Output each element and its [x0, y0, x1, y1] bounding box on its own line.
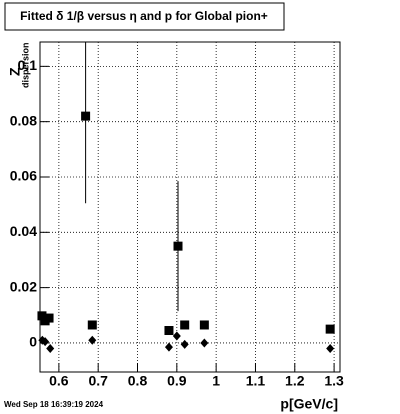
- data-point: [87, 320, 97, 330]
- data-point: [172, 331, 181, 341]
- data-point: [81, 111, 91, 121]
- y-tick-label: 0.02: [10, 278, 37, 294]
- y-axis-label-sub: dispersion: [20, 42, 30, 88]
- x-tick-label: 1.3: [324, 373, 344, 389]
- x-tick-label: 1.1: [246, 373, 266, 389]
- y-tick-label: 0: [29, 334, 37, 350]
- y-axis-label: Z dispersion: [7, 42, 31, 88]
- data-point: [180, 320, 190, 330]
- x-tick-label: 1: [212, 373, 220, 389]
- data-point: [199, 320, 209, 330]
- data-point: [41, 337, 50, 347]
- data-point: [164, 326, 174, 336]
- data-point: [200, 338, 209, 348]
- title-box: [4, 2, 285, 31]
- data-point: [325, 324, 335, 334]
- data-point: [88, 335, 97, 345]
- data-point: [180, 339, 189, 349]
- y-tick-label: 0.04: [10, 223, 37, 239]
- x-tick-label: 0.6: [49, 373, 69, 389]
- data-point: [46, 343, 55, 353]
- x-axis-label: p[GeV/c]: [280, 396, 338, 412]
- y-tick-label: 0.06: [10, 168, 37, 184]
- x-tick-label: 0.7: [88, 373, 108, 389]
- y-axis-label-main: Z: [7, 67, 23, 76]
- data-point: [173, 241, 183, 251]
- timestamp: Wed Sep 18 16:39:19 2024: [4, 400, 104, 409]
- x-tick-label: 0.9: [167, 373, 187, 389]
- y-tick-label: 0.08: [10, 112, 37, 128]
- plot-frame: [39, 41, 341, 373]
- x-tick-label: 1.2: [285, 373, 305, 389]
- data-point: [326, 343, 335, 353]
- data-point: [44, 313, 54, 323]
- data-point: [37, 311, 47, 321]
- data-point: [164, 342, 173, 352]
- y-tick-label: 0.1: [18, 57, 38, 73]
- x-tick-label: 0.8: [128, 373, 148, 389]
- chart-title: Fitted δ 1/β versus η and p for Global p…: [20, 9, 268, 23]
